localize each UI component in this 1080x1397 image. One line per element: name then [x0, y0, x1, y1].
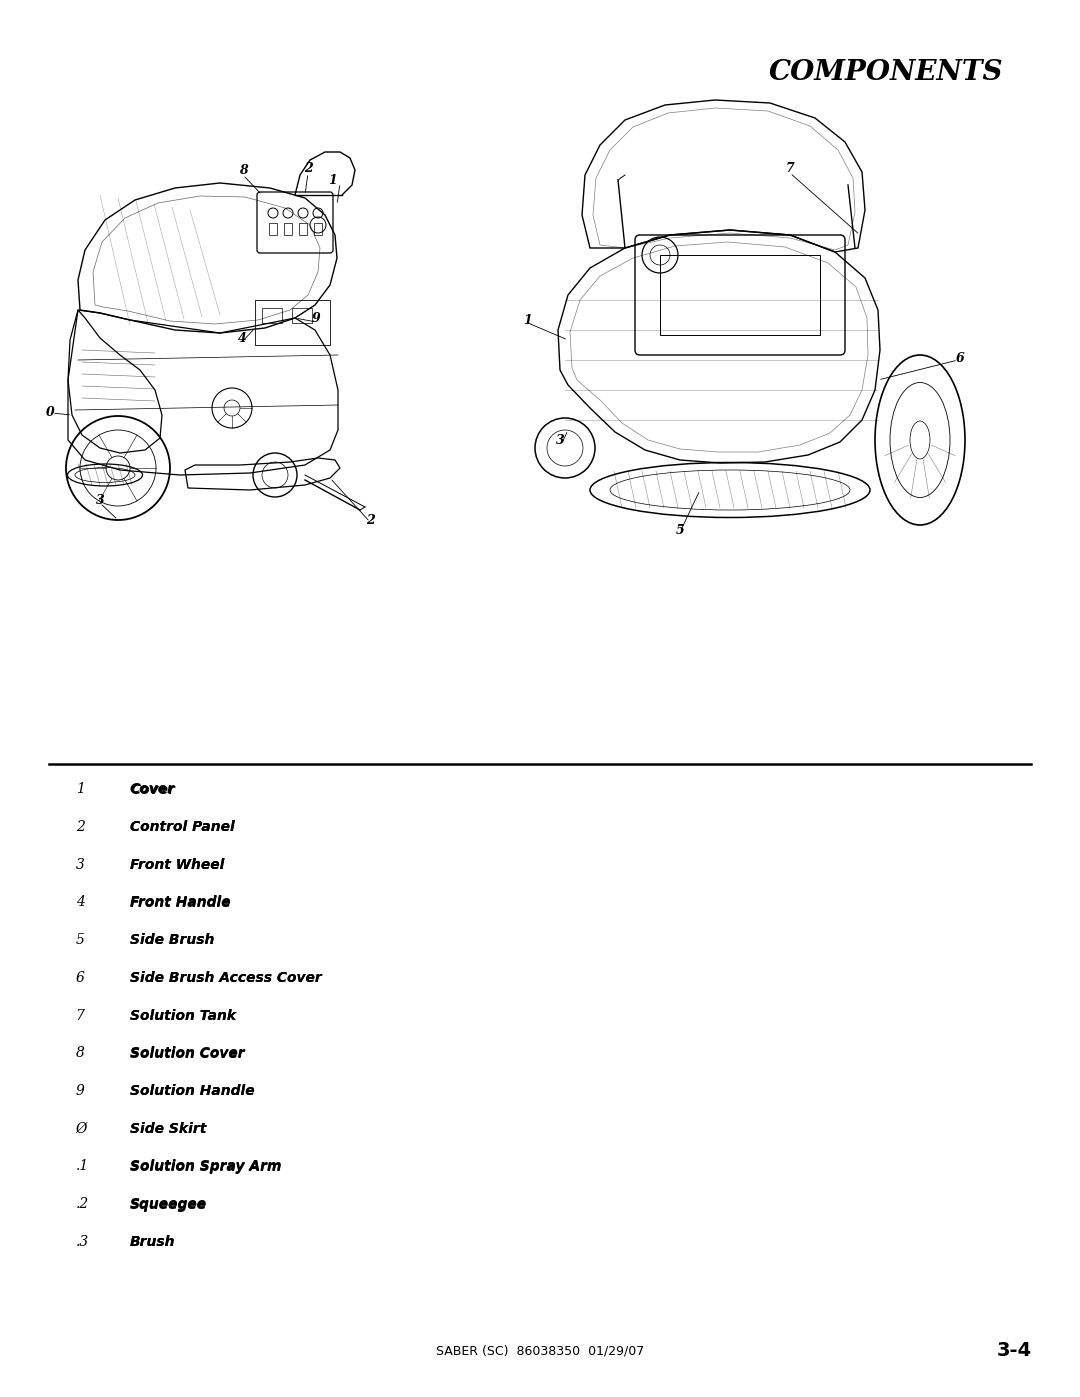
- Text: Solution Handle: Solution Handle: [130, 1084, 255, 1098]
- Text: Front Wheel: Front Wheel: [130, 858, 225, 872]
- Text: Side Skirt: Side Skirt: [130, 1122, 206, 1136]
- Bar: [255, 300, 330, 345]
- Text: Side Brush Access Cover: Side Brush Access Cover: [130, 971, 322, 985]
- Text: Front Wheel: Front Wheel: [130, 858, 224, 872]
- Text: Squeegee: Squeegee: [130, 1197, 207, 1211]
- Text: Brush: Brush: [130, 1235, 176, 1249]
- Bar: [292, 307, 312, 323]
- Bar: [660, 256, 820, 335]
- Text: Cover: Cover: [130, 782, 175, 796]
- Text: 8: 8: [239, 163, 247, 176]
- Bar: [262, 307, 282, 323]
- Text: .3: .3: [76, 1235, 89, 1249]
- Bar: [299, 224, 307, 235]
- Text: 2: 2: [303, 162, 312, 175]
- Text: Side Brush Access Cover: Side Brush Access Cover: [130, 971, 322, 985]
- Text: Solution Spray Arm: Solution Spray Arm: [130, 1160, 282, 1173]
- Text: Cover: Cover: [130, 782, 175, 796]
- Text: 6: 6: [76, 971, 84, 985]
- Text: 6: 6: [956, 352, 964, 365]
- Text: Front Handle: Front Handle: [130, 895, 231, 909]
- Bar: [314, 224, 322, 235]
- Text: 7: 7: [76, 1009, 84, 1023]
- Text: COMPONENTS: COMPONENTS: [768, 59, 1003, 87]
- Text: 0: 0: [45, 405, 54, 419]
- Text: 3-4: 3-4: [996, 1341, 1031, 1361]
- Text: 4: 4: [76, 895, 84, 909]
- Text: 5: 5: [676, 524, 685, 536]
- Text: 1: 1: [76, 782, 84, 796]
- Bar: [269, 224, 276, 235]
- Text: 5: 5: [76, 933, 84, 947]
- Text: Brush: Brush: [130, 1235, 175, 1249]
- Text: SABER (SC)  86038350  01/29/07: SABER (SC) 86038350 01/29/07: [436, 1344, 644, 1358]
- Text: Control Panel: Control Panel: [130, 820, 234, 834]
- Text: Solution Cover: Solution Cover: [130, 1046, 245, 1060]
- Text: Side Brush: Side Brush: [130, 933, 215, 947]
- Text: Side Brush: Side Brush: [130, 933, 214, 947]
- Text: .2: .2: [76, 1197, 89, 1211]
- Text: .1: .1: [76, 1160, 89, 1173]
- Text: Solution Tank: Solution Tank: [130, 1009, 237, 1023]
- Text: 9: 9: [76, 1084, 84, 1098]
- Text: 1: 1: [328, 173, 337, 187]
- Text: 8: 8: [76, 1046, 84, 1060]
- Text: Squeegee: Squeegee: [130, 1197, 206, 1211]
- Bar: [284, 224, 292, 235]
- Text: Control Panel: Control Panel: [130, 820, 234, 834]
- Text: Solution Tank: Solution Tank: [130, 1009, 235, 1023]
- Text: Front Handle: Front Handle: [130, 895, 230, 909]
- Text: Solution Handle: Solution Handle: [130, 1084, 254, 1098]
- Text: 9: 9: [312, 312, 321, 324]
- Text: 4: 4: [238, 331, 246, 345]
- Text: 3: 3: [555, 433, 565, 447]
- Text: 3: 3: [96, 493, 105, 507]
- Text: Solution Cover: Solution Cover: [130, 1046, 244, 1060]
- Text: Side Skirt: Side Skirt: [130, 1122, 206, 1136]
- Text: Ø: Ø: [76, 1122, 87, 1136]
- Text: 2: 2: [76, 820, 84, 834]
- Text: 1: 1: [524, 313, 532, 327]
- Text: 2: 2: [366, 514, 375, 527]
- Text: 3: 3: [76, 858, 84, 872]
- Text: 7: 7: [785, 162, 795, 175]
- Text: Solution Spray Arm: Solution Spray Arm: [130, 1160, 281, 1173]
